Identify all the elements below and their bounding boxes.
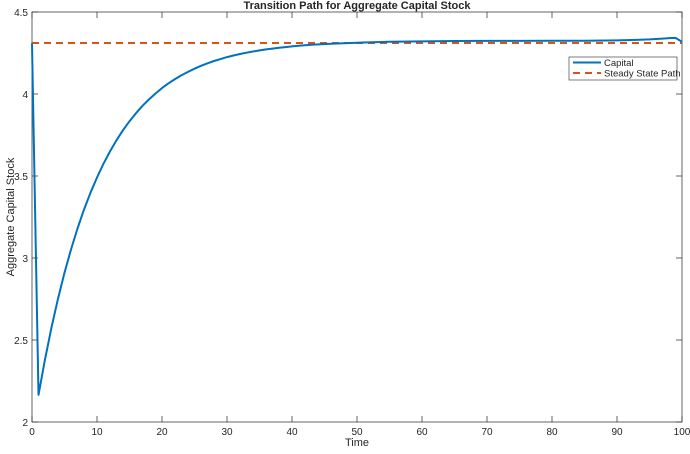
y-tick-label: 4	[22, 90, 28, 101]
series-line-capital	[31, 36, 683, 396]
x-tick-label: 100	[674, 427, 690, 438]
plot-series	[31, 36, 683, 396]
x-tick-label: 0	[29, 427, 35, 438]
y-tick-label: 2.5	[14, 336, 28, 347]
legend-label-steady-state: Steady State Path	[604, 69, 681, 80]
x-tick-label: 20	[156, 427, 168, 438]
plot-area-box	[31, 11, 683, 423]
x-tick-label: 70	[481, 427, 493, 438]
y-axis-label: Aggregate Capital Stock	[5, 157, 17, 276]
legend: Capital Steady State Path	[568, 56, 681, 81]
y-tick-label: 2	[22, 418, 28, 429]
axes: 0 10 20 30 40 50 60 70 80 90 100 2 2.5 3 3.5 4 4.5	[14, 8, 690, 438]
x-tick-label: 60	[416, 427, 428, 438]
y-tick-label: 4.5	[14, 8, 28, 19]
x-tick-label: 90	[611, 427, 623, 438]
x-axis-label: Time	[345, 437, 369, 449]
y-tick-label: 3.5	[14, 172, 28, 183]
x-tick-label: 40	[286, 427, 298, 438]
chart-title: Transition Path for Aggregate Capital St…	[244, 0, 472, 12]
x-tick-label: 50	[351, 427, 363, 438]
x-tick-label: 10	[91, 427, 103, 438]
x-tick-label: 30	[221, 427, 233, 438]
y-tick-label: 3	[22, 254, 28, 265]
x-tick-label: 80	[546, 427, 558, 438]
legend-label-capital: Capital	[604, 58, 634, 69]
